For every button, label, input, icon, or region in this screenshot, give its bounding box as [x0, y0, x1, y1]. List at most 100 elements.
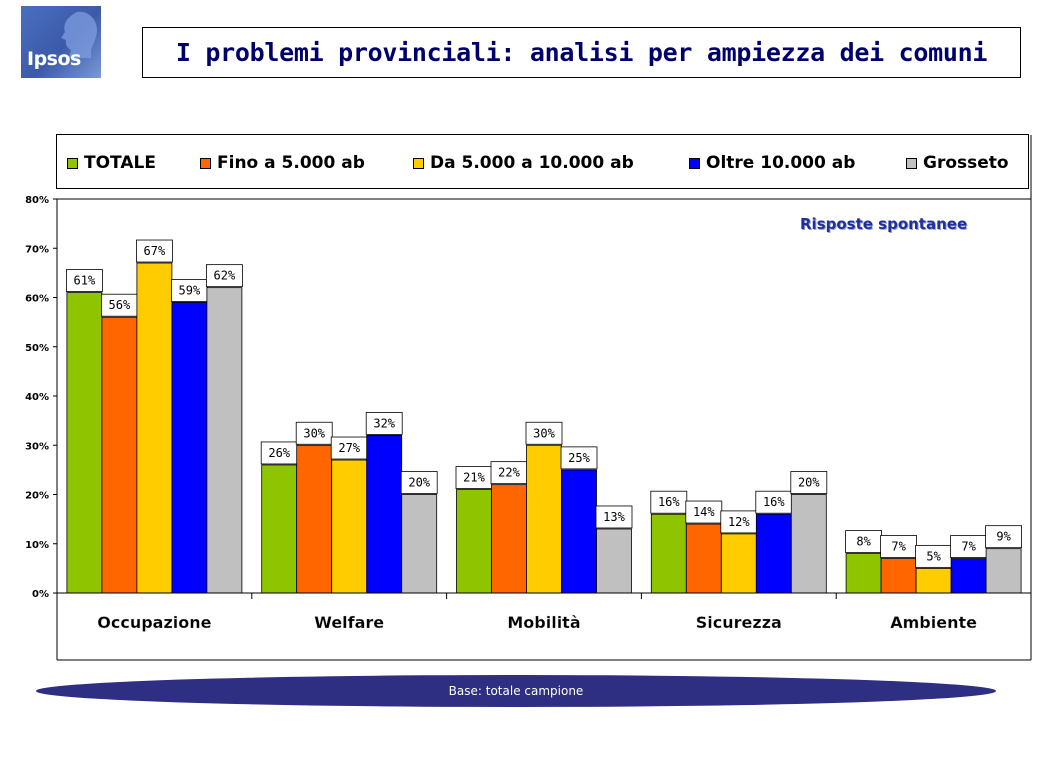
legend-item: Da 5.000 a 10.000 ab: [413, 152, 634, 174]
data-label: 20%: [408, 476, 430, 490]
bar: [206, 287, 243, 594]
data-label-box: [205, 264, 243, 288]
bar: [845, 553, 882, 594]
bar: [915, 567, 952, 594]
bar: [296, 444, 333, 594]
data-label: 5%: [926, 549, 941, 563]
bar: [456, 489, 492, 594]
chart-legend: TOTALE Fino a 5.000 ab Da 5.000 a 10.000 a…: [56, 134, 1029, 189]
y-tick-label: 70%: [25, 244, 49, 255]
y-tick-label: 80%: [25, 195, 49, 206]
page-title: I problemi provinciali: analisi per ampi…: [175, 38, 988, 67]
data-label: 27%: [338, 441, 360, 455]
y-tick-label: 40%: [25, 392, 49, 403]
category-label: Occupazione: [97, 613, 211, 632]
bar: [491, 484, 527, 594]
profile-head-icon: [61, 11, 97, 58]
bar: [880, 558, 917, 594]
bar: [790, 494, 827, 594]
data-label: 22%: [498, 466, 520, 480]
data-label: 20%: [798, 476, 820, 490]
data-label-box: [365, 411, 403, 435]
data-label: 26%: [268, 446, 290, 460]
bar-chart: 0% 10% 20% 30% 40% 50% 60% 70% 80% 61% 56% 67% 59% 62…: [25, 135, 1032, 661]
data-label: 30%: [303, 426, 325, 440]
data-label-box: [790, 471, 828, 494]
legend-swatch: [906, 157, 917, 169]
bar: [401, 494, 438, 594]
data-label: 67%: [144, 244, 166, 258]
data-label: 14%: [693, 505, 715, 519]
category-label: Sicurezza: [696, 613, 782, 632]
data-label: 7%: [891, 540, 906, 554]
data-label: 30%: [533, 426, 555, 440]
y-tick-label: 10%: [25, 540, 49, 551]
legend-label: Oltre 10.000 ab: [706, 153, 856, 173]
chart-note: Risposte spontanee: [800, 215, 968, 233]
y-tick-label: 60%: [25, 294, 49, 305]
legend-label: Da 5.000 a 10.000 ab: [430, 153, 634, 173]
data-label-box: [525, 421, 563, 445]
y-tick-label: 20%: [25, 491, 49, 502]
category-label: Mobilità: [507, 613, 580, 632]
data-label: 59%: [179, 283, 201, 297]
bar: [331, 459, 368, 594]
title-box: I problemi provinciali: analisi per ampi…: [142, 27, 1021, 78]
data-label: 25%: [568, 451, 590, 465]
data-label: 16%: [763, 495, 785, 509]
ipsos-logo: Ipsos: [21, 6, 101, 78]
data-label: 62%: [214, 269, 236, 283]
y-tick-label: 50%: [25, 343, 49, 354]
bar: [720, 533, 757, 594]
legend-label: Grosseto: [923, 153, 1009, 173]
logo-text: Ipsos: [27, 48, 81, 70]
category-label: Welfare: [314, 613, 384, 632]
bar: [136, 262, 173, 594]
data-label: 9%: [996, 530, 1011, 544]
data-label: 12%: [728, 515, 750, 529]
legend-item: Fino a 5.000 ab: [200, 152, 365, 174]
data-label-box: [135, 239, 173, 263]
legend-item: TOTALE: [67, 152, 156, 174]
legend-swatch: [200, 157, 211, 169]
bar: [950, 558, 987, 594]
category-label: Ambiente: [890, 613, 977, 632]
data-label-box: [595, 505, 633, 529]
data-label: 56%: [109, 298, 131, 312]
bar: [561, 469, 597, 594]
data-label: 7%: [961, 540, 976, 554]
legend-item: Grosseto: [906, 152, 1009, 174]
data-label-box: [400, 471, 438, 494]
legend-label: TOTALE: [84, 153, 156, 173]
data-label: 16%: [658, 495, 680, 509]
y-tick-label: 0%: [32, 589, 49, 600]
legend-swatch: [689, 157, 700, 169]
data-label-box: [560, 446, 598, 470]
bar: [171, 302, 208, 594]
bar: [685, 523, 722, 594]
bar: [101, 316, 138, 594]
bar: [755, 513, 792, 594]
bar: [261, 464, 298, 594]
bar: [366, 434, 403, 594]
data-label: 13%: [603, 510, 625, 524]
base-banner: Base: totale campione: [36, 675, 996, 707]
data-label: 32%: [373, 416, 395, 430]
data-label-box: [66, 269, 103, 292]
legend-swatch: [67, 157, 78, 169]
data-label: 21%: [463, 471, 485, 485]
data-label: 8%: [856, 535, 871, 549]
legend-swatch: [413, 157, 424, 169]
bar: [985, 548, 1022, 594]
base-text: Base: totale campione: [448, 684, 584, 698]
bar: [596, 528, 632, 594]
bar: [650, 513, 687, 594]
bar: [526, 444, 562, 594]
legend-label: Fino a 5.000 ab: [217, 153, 365, 173]
legend-item: Oltre 10.000 ab: [689, 152, 855, 174]
y-tick-label: 30%: [25, 441, 49, 452]
bar: [66, 292, 103, 594]
data-label-box: [295, 421, 333, 445]
data-label: 61%: [74, 274, 96, 288]
data-label-box: [985, 525, 1022, 549]
